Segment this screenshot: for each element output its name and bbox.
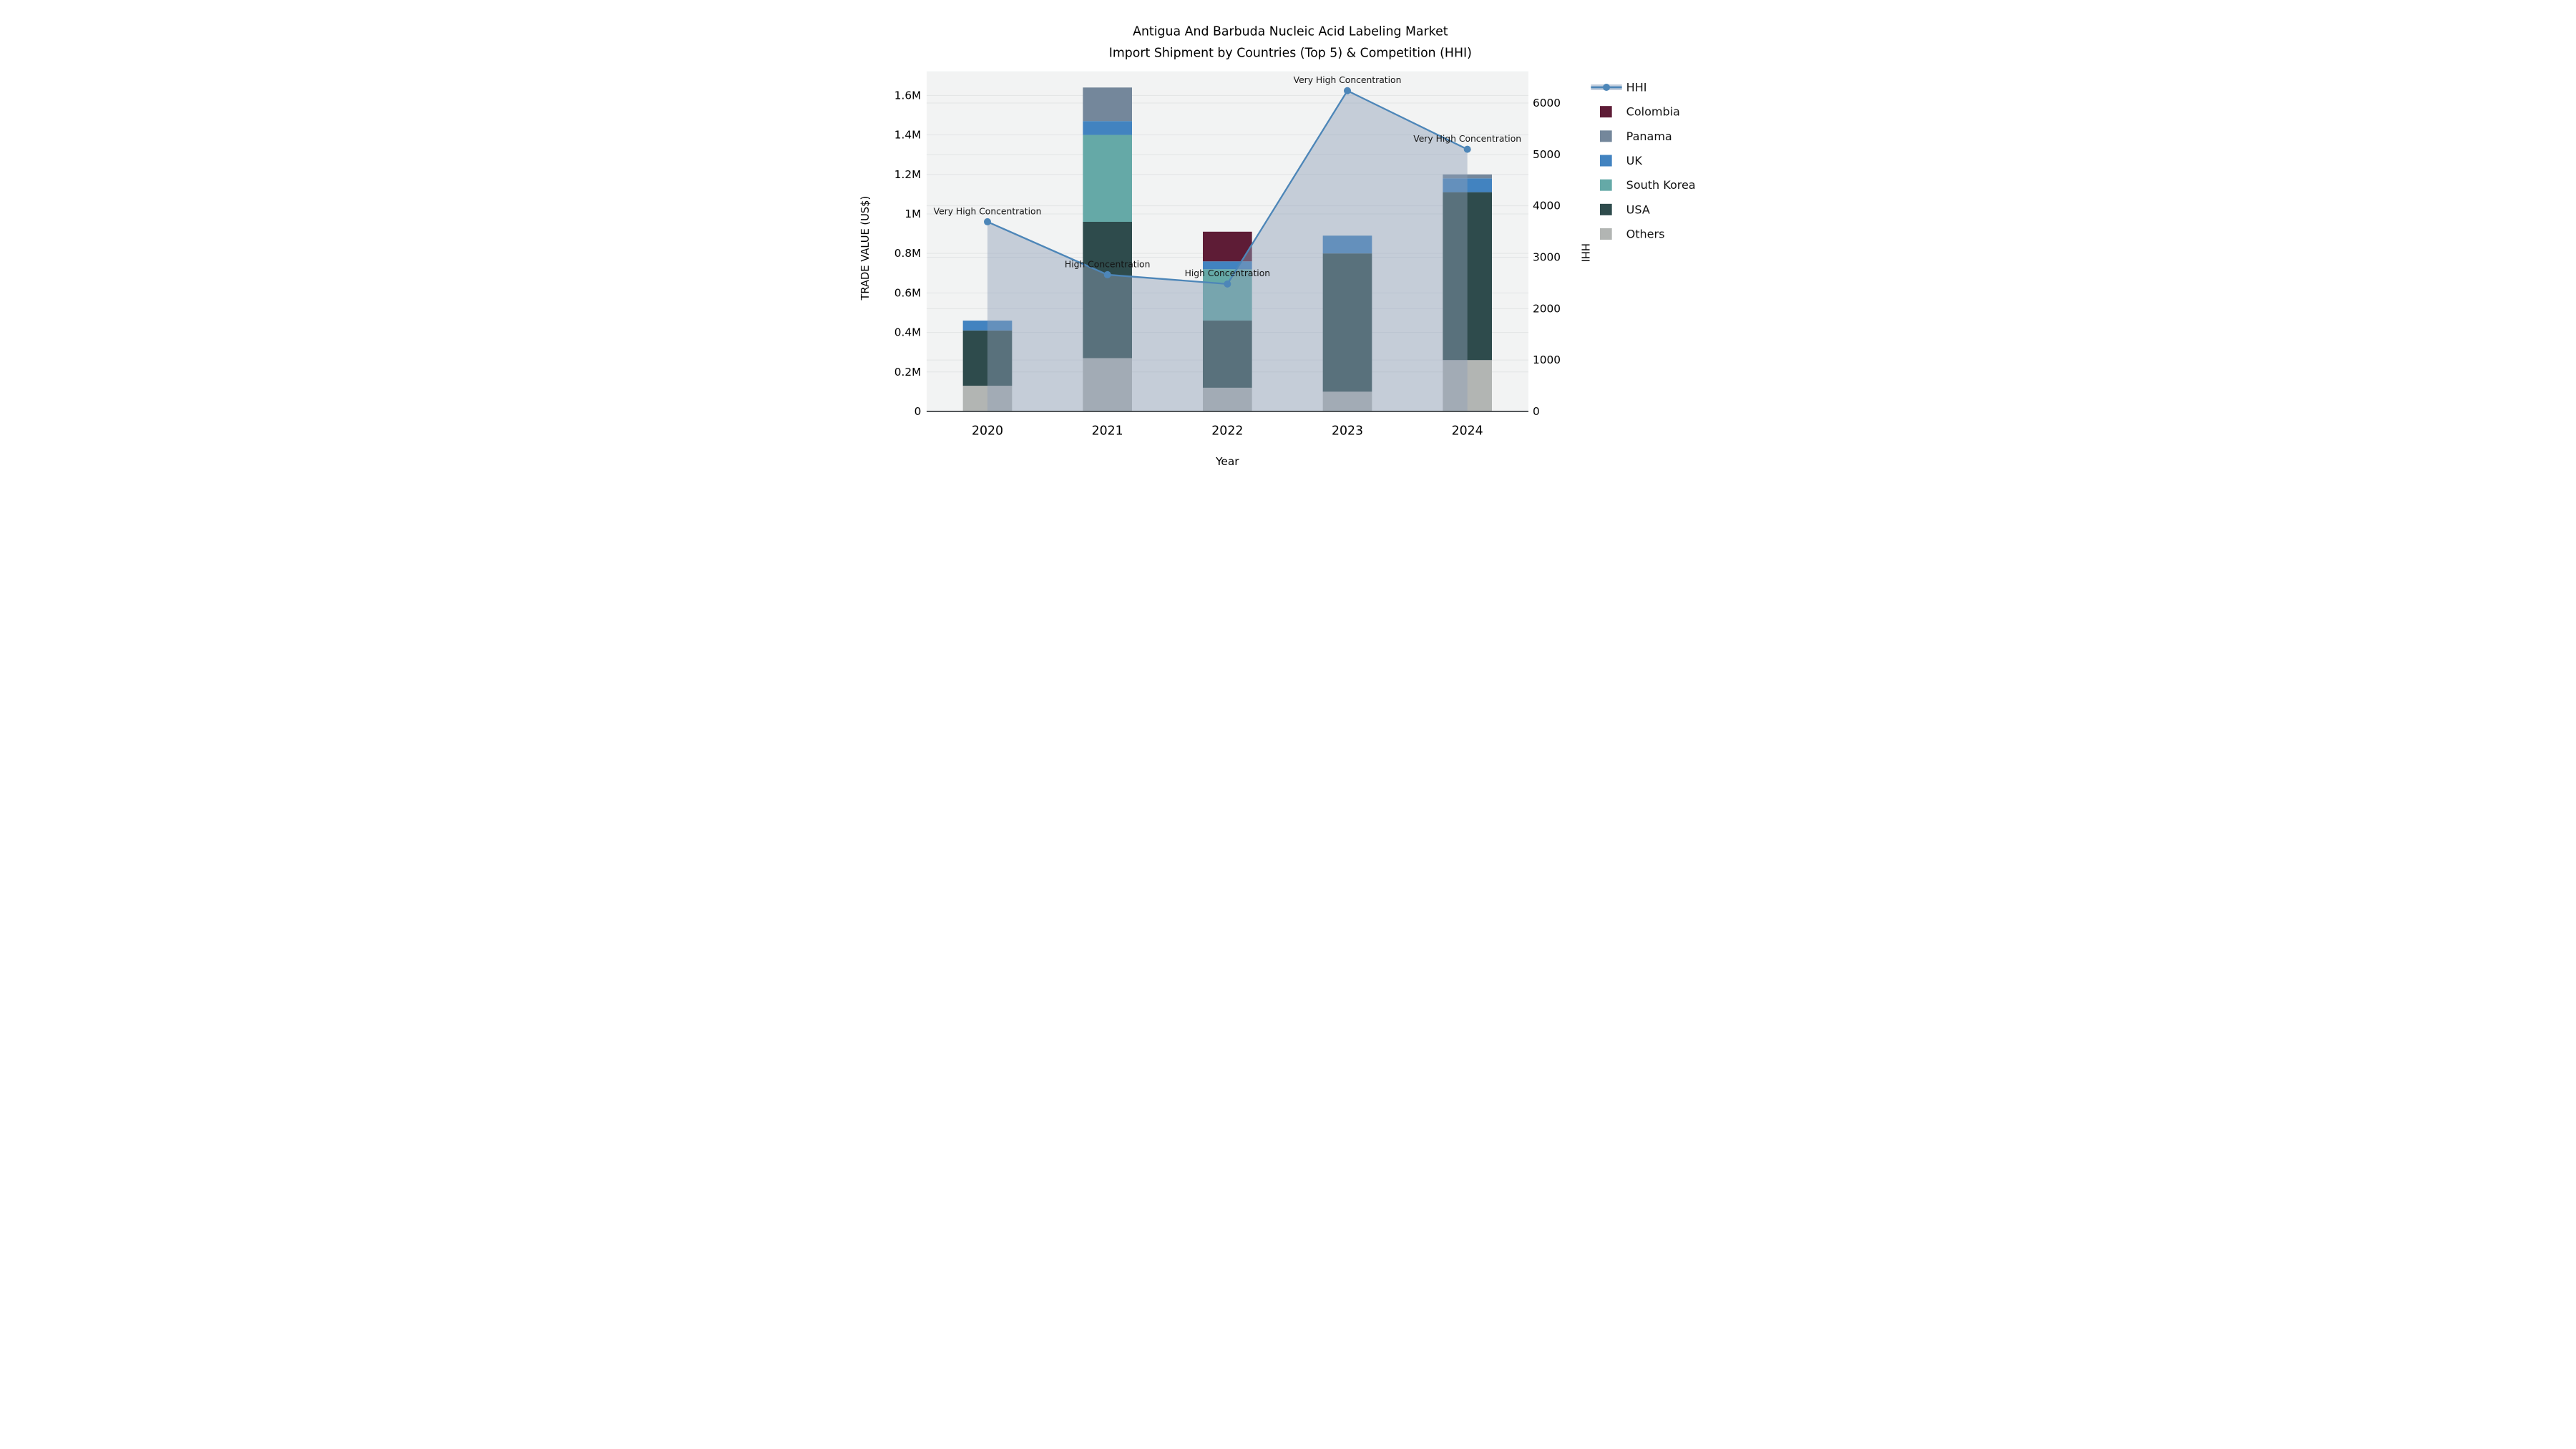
y-left-tick-label: 0.6M — [894, 286, 922, 299]
legend-label-hhi: HHI — [1626, 81, 1647, 94]
bar-segment-uk-2022 — [1203, 261, 1252, 270]
y-right-tick-label: 1000 — [1533, 353, 1561, 366]
bar-segment-others-2023 — [1322, 391, 1372, 411]
hhi-annotation-2023: Very High Concentration — [1294, 75, 1402, 85]
y-left-tick-label: 1.4M — [894, 129, 922, 142]
legend-label-uk: UK — [1626, 154, 1643, 167]
y-right-tick-label: 6000 — [1533, 97, 1561, 109]
legend-label-panama: Panama — [1626, 130, 1672, 143]
hhi-annotation-2022: High Concentration — [1185, 268, 1270, 278]
bar-segment-panama-2021 — [1083, 87, 1132, 122]
bar-segment-usa-2020 — [962, 330, 1013, 386]
legend-label-others: Others — [1626, 228, 1665, 241]
legend-swatch-south-korea — [1600, 179, 1612, 191]
y-right-tick-label: 2000 — [1533, 302, 1561, 315]
legend-swatch-usa — [1600, 203, 1612, 215]
bar-segment-south-korea-2021 — [1083, 135, 1132, 222]
x-tick-label-2024: 2024 — [1452, 424, 1483, 438]
y-left-tick-label: 0.4M — [894, 326, 922, 339]
hhi-marker-2024 — [1463, 145, 1471, 153]
y-right-tick-label: 3000 — [1533, 251, 1561, 264]
chart-canvas: Very High Concentration High Concentratio… — [859, 0, 1717, 483]
hhi-marker-2020 — [984, 218, 991, 225]
y-left-tick-label: 0 — [914, 405, 922, 418]
legend-swatch-panama — [1600, 130, 1612, 142]
legend-swatch-colombia — [1600, 106, 1612, 118]
hhi-marker-2021 — [1103, 270, 1111, 278]
chart-figure: Very High Concentration High Concentratio… — [859, 0, 1717, 483]
bar-segment-others-2024 — [1443, 360, 1492, 411]
hhi-marker-2022 — [1224, 280, 1231, 288]
hhi-annotation-2021: High Concentration — [1065, 259, 1150, 269]
hhi-annotation-2020: Very High Concentration — [934, 206, 1042, 216]
y-left-tick-label: 1.6M — [894, 89, 922, 102]
bar-segment-south-korea-2022 — [1203, 269, 1252, 321]
x-tick-label-2023: 2023 — [1332, 424, 1363, 438]
bar-segment-others-2020 — [962, 386, 1013, 411]
y-left-axis-title: TRADE VALUE (US$) — [859, 196, 872, 301]
legend-swatch-uk — [1600, 155, 1612, 167]
bar-segment-usa-2023 — [1322, 253, 1372, 392]
chart-title-line2: Import Shipment by Countries (Top 5) & C… — [1109, 46, 1472, 60]
legend-label-usa: USA — [1626, 203, 1650, 216]
legend-label-colombia: Colombia — [1626, 105, 1680, 119]
bar-segment-uk-2021 — [1083, 121, 1132, 135]
y-right-tick-label: 0 — [1533, 405, 1540, 418]
x-axis-title: Year — [1215, 455, 1239, 468]
y-left-tick-label: 0.8M — [894, 247, 922, 260]
bar-segment-uk-2024 — [1443, 178, 1492, 192]
hhi-area-fill — [987, 90, 1468, 411]
bar-segment-usa-2024 — [1443, 192, 1492, 361]
bar-segment-uk-2023 — [1322, 235, 1372, 254]
bar-segment-others-2021 — [1083, 358, 1132, 411]
bar-segment-uk-2020 — [962, 321, 1013, 331]
y-right-axis-title: HHI — [1579, 243, 1591, 262]
bar-segment-usa-2022 — [1203, 321, 1252, 388]
x-tick-label-2021: 2021 — [1092, 424, 1123, 438]
y-left-tick-label: 0.2M — [894, 366, 922, 379]
y-left-tick-label: 1M — [904, 208, 921, 220]
y-right-tick-label: 4000 — [1533, 200, 1561, 213]
x-tick-label-2020: 2020 — [972, 424, 1003, 438]
hhi-marker-2023 — [1344, 87, 1351, 94]
y-right-tick-label: 5000 — [1533, 148, 1561, 161]
y-left-tick-label: 1.2M — [894, 168, 922, 181]
legend-key-marker-hhi — [1603, 84, 1610, 91]
legend-label-south-korea: South Korea — [1626, 178, 1696, 192]
bar-segment-panama-2024 — [1443, 174, 1492, 179]
hhi-annotation-2024: Very High Concentration — [1413, 134, 1521, 144]
bar-segment-usa-2021 — [1083, 222, 1132, 358]
chart-title-line1: Antigua And Barbuda Nucleic Acid Labelin… — [1133, 24, 1448, 39]
bar-segment-others-2022 — [1203, 387, 1252, 411]
legend-swatch-others — [1600, 228, 1612, 240]
x-tick-label-2022: 2022 — [1211, 424, 1243, 438]
